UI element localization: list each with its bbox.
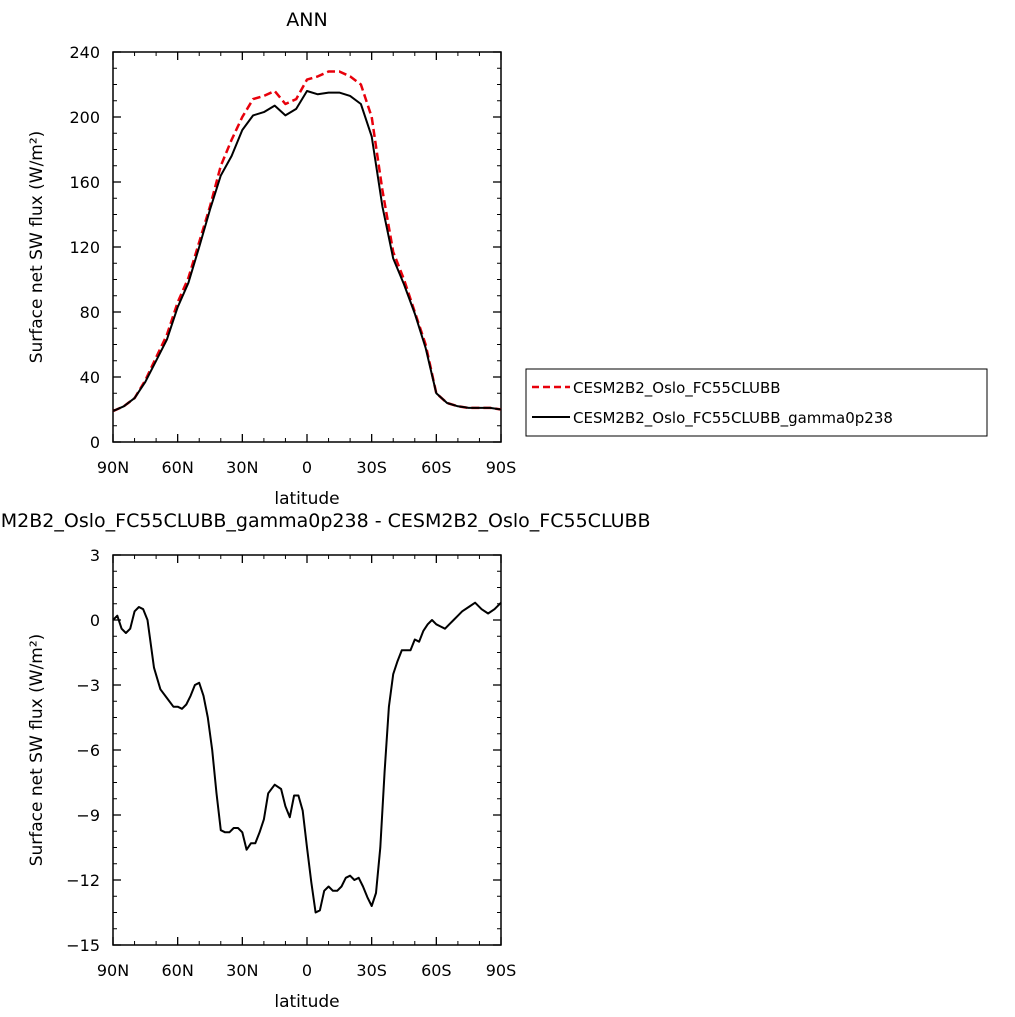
x-tick-label: 30S xyxy=(356,961,387,980)
chart-title: ANN xyxy=(286,9,327,31)
series-line-1 xyxy=(112,601,502,914)
y-tick-label: 3 xyxy=(90,546,100,565)
y-tick-label: 40 xyxy=(80,368,100,387)
x-tick-label: 60S xyxy=(421,458,452,477)
x-tick-label: 30N xyxy=(226,458,258,477)
y-axis-label: Surface net SW flux (W/m²) xyxy=(27,634,47,867)
x-tick-label: 30S xyxy=(356,458,387,477)
x-tick-label: 60S xyxy=(421,961,452,980)
y-tick-label: −6 xyxy=(76,741,100,760)
y-tick-label: −3 xyxy=(76,676,100,695)
x-tick-label: 0 xyxy=(302,458,312,477)
x-tick-label: 90S xyxy=(486,458,517,477)
y-tick-label: −9 xyxy=(76,806,100,825)
y-tick-label: −15 xyxy=(66,936,100,955)
y-tick-label: 200 xyxy=(69,108,100,127)
difference-panel: CESM2B2_Oslo_FC55CLUBB_gamma0p238 - CESM… xyxy=(0,510,651,1012)
y-tick-label: 160 xyxy=(69,173,100,192)
plot-frame xyxy=(112,51,502,443)
chart-title: CESM2B2_Oslo_FC55CLUBB_gamma0p238 - CESM… xyxy=(0,510,651,532)
x-tick-label: 60N xyxy=(162,458,194,477)
series-line-1 xyxy=(112,70,502,413)
series-line-2 xyxy=(112,90,502,413)
y-axis-label: Surface net SW flux (W/m²) xyxy=(27,131,47,364)
legend-label-gamma: CESM2B2_Oslo_FC55CLUBB_gamma0p238 xyxy=(573,409,893,428)
y-tick-label: 240 xyxy=(69,43,100,62)
plot-frame xyxy=(112,554,502,946)
x-tick-label: 90N xyxy=(97,458,129,477)
series-lines xyxy=(112,601,502,914)
series-lines xyxy=(112,70,502,413)
legend-label-control: CESM2B2_Oslo_FC55CLUBB xyxy=(573,379,781,398)
y-tick-label: −12 xyxy=(66,871,100,890)
y-tick-label: 120 xyxy=(69,238,100,257)
y-tick-label: 0 xyxy=(90,611,100,630)
x-tick-label: 30N xyxy=(226,961,258,980)
x-axis-label: latitude xyxy=(274,489,339,509)
x-tick-label: 0 xyxy=(302,961,312,980)
x-axis-label: latitude xyxy=(274,992,339,1012)
mean-panel: ANN 90N 60N 30N 0 30S 60S 90S 0 40 80 120 160 200 240… xyxy=(27,9,516,509)
y-tick-label: 80 xyxy=(80,303,100,322)
y-tick-label: 0 xyxy=(90,433,100,452)
legend-box xyxy=(525,368,988,437)
legend: CESM2B2_Oslo_FC55CLUBB CESM2B2_Oslo_FC55… xyxy=(525,368,988,437)
x-tick-label: 60N xyxy=(162,961,194,980)
x-tick-label: 90S xyxy=(486,961,517,980)
x-tick-label: 90N xyxy=(97,961,129,980)
axis-ticks: 90N 60N 30N 0 30S 60S 90S −15 −12 −9 −6 −3 0 3 xyxy=(66,546,516,980)
axis-ticks: 90N 60N 30N 0 30S 60S 90S 0 40 80 120 160 200 240 xyxy=(69,43,516,477)
